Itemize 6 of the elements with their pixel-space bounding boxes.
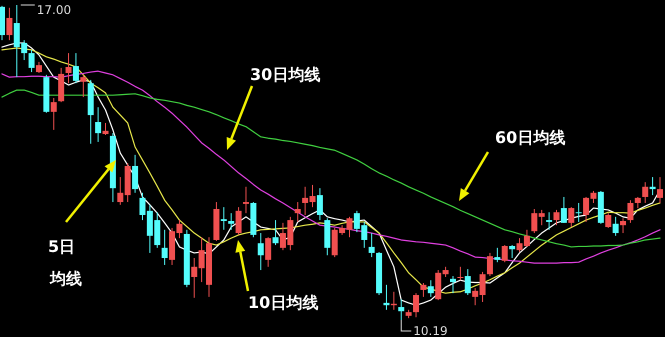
annotation: 17.00 [36,3,72,17]
annotation: 10日均线 [248,293,318,312]
text: 10.19 [413,324,448,337]
annotation: 5日均线 [48,237,82,288]
annotation: 30日均线 [250,65,320,84]
annotation: 60日均线 [495,128,566,147]
